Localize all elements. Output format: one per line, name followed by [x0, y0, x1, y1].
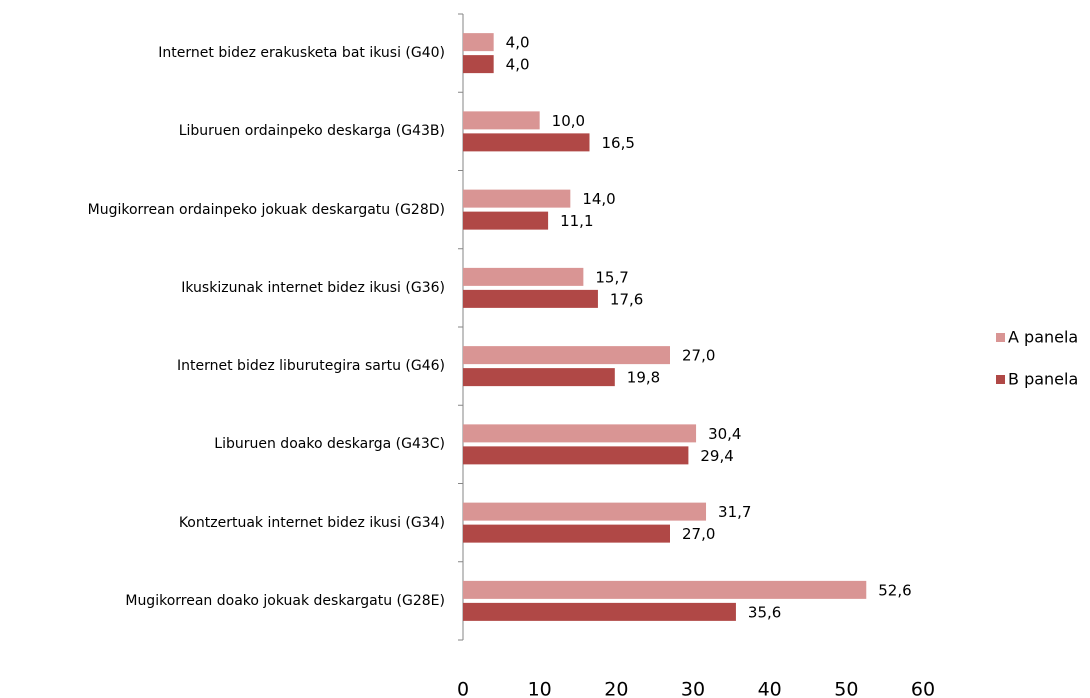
category-label: Kontzertuak internet bidez ikusi (G34)	[0, 514, 445, 532]
category-label: Liburuen ordainpeko deskarga (G43B)	[0, 122, 445, 140]
x-tick-label: 0	[457, 679, 469, 698]
category-label-text: Kontzertuak internet bidez ikusi (G34)	[178, 514, 445, 531]
legend-label: A panela	[1008, 328, 1078, 347]
value-label: 10,0	[552, 112, 585, 130]
category-label: Internet bidez erakusketa bat ikusi (G40…	[0, 44, 445, 62]
category-label-text: Internet bidez liburutegira sartu (G46)	[177, 358, 445, 375]
category-label-text: Mugikorrean ordainpeko jokuak deskargatu…	[87, 201, 445, 218]
bar	[463, 502, 707, 521]
category-label: Mugikorrean doako jokuak deskargatu (G28…	[0, 592, 445, 610]
value-label: 4,0	[506, 56, 530, 74]
category-label: Internet bidez liburutegira sartu (G46)	[0, 357, 445, 375]
x-tick-label: 20	[604, 679, 628, 698]
bar	[463, 368, 615, 387]
value-label: 17,6	[610, 290, 643, 308]
value-label: 15,7	[595, 268, 628, 286]
bar	[463, 111, 540, 130]
bar	[463, 580, 867, 599]
category-label: Mugikorrean ordainpeko jokuak deskargatu…	[0, 201, 445, 219]
bar	[463, 133, 590, 152]
category-label: Ikuskizunak internet bidez ikusi (G36)	[0, 279, 445, 297]
x-tick-label: 10	[528, 679, 552, 698]
x-tick-label: 30	[681, 679, 705, 698]
bar	[463, 189, 571, 208]
bar	[463, 267, 584, 286]
x-tick-label: 40	[758, 679, 782, 698]
bar	[463, 446, 689, 465]
bar	[463, 602, 736, 621]
value-label: 19,8	[627, 369, 660, 387]
value-label: 27,0	[682, 525, 715, 543]
value-label: 35,6	[748, 603, 781, 621]
category-label-text: Mugikorrean doako jokuak deskargatu (G28…	[125, 592, 445, 609]
legend-swatch	[996, 333, 1005, 342]
category-label-text: Liburuen doako deskarga (G43C)	[214, 436, 445, 453]
category-label-text: Internet bidez erakusketa bat ikusi (G40…	[158, 45, 445, 62]
value-label: 4,0	[506, 34, 530, 52]
value-label: 11,1	[560, 212, 593, 230]
x-tick-label: 50	[834, 679, 858, 698]
category-label-text: Ikuskizunak internet bidez ikusi (G36)	[181, 279, 445, 296]
value-label: 31,7	[718, 503, 751, 521]
bar	[463, 289, 598, 308]
x-tick-label: 60	[911, 679, 935, 698]
value-label: 30,4	[708, 425, 741, 443]
legend-label: B panela	[1008, 370, 1078, 389]
legend-swatch	[996, 375, 1005, 384]
bar	[463, 524, 670, 543]
bar	[463, 346, 670, 365]
bar	[463, 55, 494, 74]
value-label: 52,6	[878, 581, 911, 599]
category-label-text: Liburuen ordainpeko deskarga (G43B)	[178, 123, 445, 140]
value-label: 16,5	[602, 134, 635, 152]
bar	[463, 424, 697, 443]
category-label: Liburuen doako deskarga (G43C)	[0, 435, 445, 453]
value-label: 29,4	[700, 447, 733, 465]
bar	[463, 211, 549, 230]
value-label: 14,0	[582, 190, 615, 208]
value-label: 27,0	[682, 347, 715, 365]
bar	[463, 33, 494, 52]
